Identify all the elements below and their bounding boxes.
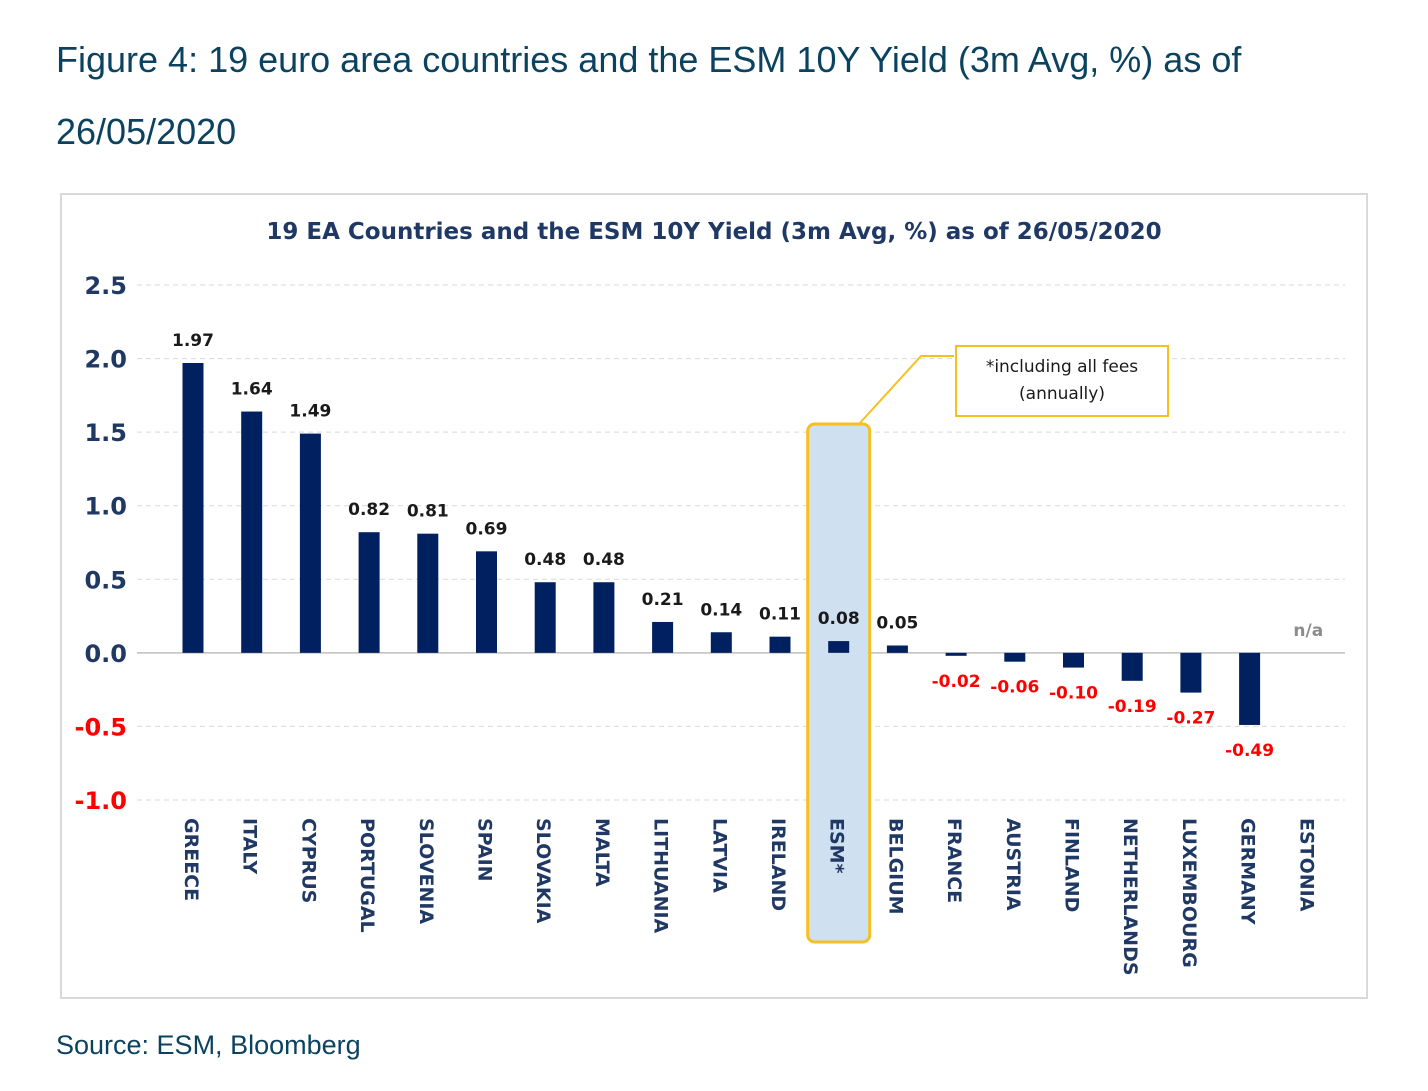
chart-title: 19 EA Countries and the ESM 10Y Yield (3… bbox=[266, 219, 1161, 245]
category-label: GERMANY bbox=[1237, 818, 1259, 925]
category-label: ESTONIA bbox=[1295, 818, 1317, 912]
annotation-callout: *including all fees (annually) bbox=[858, 345, 1169, 425]
bar bbox=[1004, 652, 1026, 662]
esm-highlight bbox=[806, 422, 872, 944]
value-label: n/a bbox=[1293, 621, 1323, 641]
y-tick-label: 2.0 bbox=[84, 346, 127, 374]
value-label: 1.49 bbox=[289, 402, 331, 422]
value-label: 1.97 bbox=[172, 331, 214, 351]
value-label: 0.08 bbox=[818, 609, 860, 629]
y-tick-label: 0.5 bbox=[84, 566, 127, 594]
bar bbox=[182, 362, 204, 653]
bar bbox=[534, 582, 556, 653]
bar bbox=[1121, 652, 1143, 681]
value-label: 0.81 bbox=[407, 502, 449, 522]
bar bbox=[241, 411, 263, 653]
source-note: Source: ESM, Bloomberg bbox=[56, 1030, 361, 1060]
y-tick-label: 2.5 bbox=[84, 272, 127, 300]
bar bbox=[652, 621, 674, 653]
category-label: LUXEMBOURG bbox=[1178, 818, 1200, 968]
value-label: -0.02 bbox=[932, 672, 981, 692]
category-label: SLOVAKIA bbox=[532, 818, 554, 924]
y-axis-ticks: 2.5 2.0 1.5 1.0 0.5 0.0 -0.5 -1.0 bbox=[75, 272, 127, 815]
category-label: SPAIN bbox=[474, 818, 496, 882]
bars bbox=[182, 362, 1261, 725]
value-label: 0.14 bbox=[700, 600, 742, 620]
bar bbox=[299, 433, 321, 653]
category-label: NETHERLANDS bbox=[1119, 818, 1141, 976]
category-label: BELGIUM bbox=[884, 818, 906, 915]
value-label: 1.64 bbox=[231, 380, 273, 400]
bar bbox=[417, 533, 439, 653]
category-label: SLOVENIA bbox=[415, 818, 437, 924]
y-tick-label: -1.0 bbox=[75, 787, 127, 815]
category-label: LITHUANIA bbox=[650, 818, 672, 934]
bar bbox=[1239, 652, 1261, 725]
value-label: 0.48 bbox=[524, 550, 566, 570]
callout-line-1: *including all fees bbox=[986, 357, 1138, 377]
bar bbox=[828, 641, 850, 653]
value-label: -0.10 bbox=[1049, 684, 1098, 704]
bar bbox=[593, 582, 615, 653]
callout-line-2: (annually) bbox=[1019, 384, 1105, 404]
bar bbox=[1063, 652, 1084, 668]
callout-box bbox=[955, 345, 1169, 417]
bar bbox=[945, 652, 967, 656]
bar bbox=[769, 636, 791, 653]
category-label: PORTUGAL bbox=[356, 818, 378, 933]
category-label: GREECE bbox=[180, 818, 202, 901]
category-label: FRANCE bbox=[943, 818, 965, 903]
category-label: MALTA bbox=[591, 818, 613, 887]
y-tick-label: 1.5 bbox=[84, 419, 127, 447]
category-label: ITALY bbox=[239, 818, 261, 874]
callout-leader-line bbox=[858, 355, 954, 425]
category-label: CYPRUS bbox=[297, 818, 319, 903]
value-label: 0.05 bbox=[876, 614, 918, 634]
bar bbox=[358, 532, 380, 653]
bar bbox=[710, 632, 732, 653]
bar bbox=[476, 551, 497, 653]
value-label: 0.11 bbox=[759, 605, 801, 625]
value-label: -0.06 bbox=[990, 678, 1039, 698]
category-label: ESM* bbox=[826, 818, 848, 874]
bar-chart: 19 EA Countries and the ESM 10Y Yield (3… bbox=[75, 219, 1345, 976]
value-label: -0.49 bbox=[1225, 741, 1274, 761]
y-tick-label: 1.0 bbox=[84, 493, 127, 521]
value-label: 0.48 bbox=[583, 550, 625, 570]
y-tick-label: 0.0 bbox=[84, 640, 127, 668]
gridlines bbox=[137, 284, 1345, 801]
category-labels: GREECE ITALY CYPRUS PORTUGAL SLOVENIA SPAIN SL… bbox=[180, 818, 1317, 976]
esm-highlight-box bbox=[806, 422, 872, 944]
value-label: -0.27 bbox=[1166, 709, 1215, 729]
category-label: IRELAND bbox=[767, 818, 789, 911]
chart-panel: 19 EA Countries and the ESM 10Y Yield (3… bbox=[60, 193, 1368, 999]
value-labels: 1.97 1.64 1.49 0.82 0.81 0.69 0.48 0.48 0.21 0.14… bbox=[172, 331, 1323, 761]
figure-title: Figure 4: 19 euro area countries and the… bbox=[56, 39, 1242, 152]
value-label: 0.21 bbox=[642, 590, 684, 610]
y-tick-label: -0.5 bbox=[75, 713, 127, 741]
value-label: 0.69 bbox=[466, 519, 508, 539]
category-label: FINLAND bbox=[1061, 818, 1083, 912]
value-label: -0.19 bbox=[1108, 697, 1157, 717]
value-label: 0.82 bbox=[348, 500, 390, 520]
bar bbox=[886, 645, 908, 653]
category-label: LATVIA bbox=[708, 818, 730, 893]
category-label: AUSTRIA bbox=[1002, 818, 1024, 911]
bar bbox=[1180, 652, 1202, 693]
